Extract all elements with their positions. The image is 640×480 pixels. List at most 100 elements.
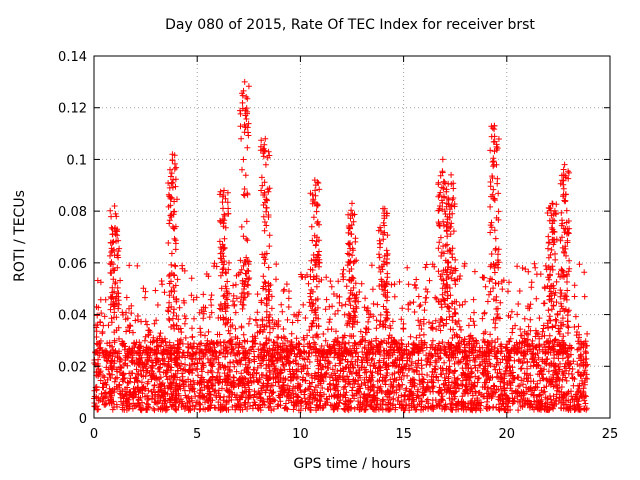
data-point xyxy=(95,356,102,363)
data-point xyxy=(513,389,519,396)
data-point xyxy=(443,365,450,372)
data-point xyxy=(413,406,420,413)
data-point xyxy=(245,261,252,268)
data-point xyxy=(384,370,391,376)
data-point xyxy=(114,264,121,271)
data-point xyxy=(357,385,364,392)
data-point xyxy=(138,379,145,386)
data-point xyxy=(546,272,553,279)
data-point xyxy=(430,388,437,395)
data-point xyxy=(337,374,344,381)
data-point xyxy=(227,382,234,389)
data-point xyxy=(274,349,281,356)
data-point xyxy=(209,373,216,380)
data-point xyxy=(399,305,406,312)
data-point xyxy=(244,190,251,197)
data-point xyxy=(450,350,457,357)
data-point xyxy=(99,349,106,356)
data-point xyxy=(536,400,543,407)
data-point xyxy=(506,348,513,355)
data-point xyxy=(376,264,383,271)
data-point xyxy=(484,376,491,383)
data-point xyxy=(371,362,378,369)
data-point xyxy=(480,330,487,337)
data-point xyxy=(221,363,228,370)
data-point xyxy=(326,319,333,326)
data-point xyxy=(110,238,117,245)
data-point xyxy=(395,369,402,376)
data-point xyxy=(304,400,311,407)
data-point xyxy=(437,371,444,378)
data-point xyxy=(352,298,358,305)
data-point xyxy=(123,294,130,301)
data-point xyxy=(314,296,321,302)
data-point xyxy=(182,403,189,410)
data-point xyxy=(337,360,344,367)
data-point xyxy=(448,342,455,349)
data-point xyxy=(459,382,466,389)
data-point xyxy=(258,385,264,392)
data-point xyxy=(348,207,355,214)
data-point xyxy=(174,382,181,389)
data-point xyxy=(291,402,298,409)
data-point xyxy=(172,282,179,289)
data-point xyxy=(257,407,264,414)
data-point xyxy=(500,379,507,386)
data-point xyxy=(169,179,176,186)
data-point xyxy=(528,284,535,291)
data-point xyxy=(465,322,472,329)
data-point xyxy=(135,316,141,323)
data-point xyxy=(370,392,377,399)
data-point xyxy=(436,355,442,362)
data-point xyxy=(209,349,216,355)
data-point xyxy=(200,376,207,383)
data-point xyxy=(142,294,148,301)
data-point xyxy=(446,357,453,364)
data-point xyxy=(484,298,491,305)
data-point xyxy=(184,349,191,356)
data-point xyxy=(444,233,451,240)
data-point xyxy=(515,407,522,414)
data-point xyxy=(383,247,390,254)
data-point xyxy=(432,294,439,301)
data-point xyxy=(555,366,562,373)
data-point xyxy=(376,357,383,364)
data-point xyxy=(533,295,540,302)
data-point xyxy=(573,391,580,398)
data-point xyxy=(107,239,114,246)
data-point xyxy=(122,343,129,350)
data-point xyxy=(443,405,449,412)
data-point xyxy=(230,282,237,289)
data-point xyxy=(242,124,249,131)
data-point xyxy=(544,404,551,411)
data-point xyxy=(450,195,457,201)
data-point xyxy=(116,382,123,389)
data-point xyxy=(175,316,182,323)
data-point xyxy=(284,316,291,323)
data-point xyxy=(360,399,367,406)
data-point xyxy=(421,340,428,346)
data-point xyxy=(263,250,270,257)
data-point xyxy=(315,237,322,244)
data-point xyxy=(448,264,455,271)
data-point xyxy=(443,203,450,210)
data-point xyxy=(452,256,459,263)
data-point xyxy=(359,359,366,366)
data-point xyxy=(167,212,174,219)
data-point xyxy=(396,356,403,363)
data-point xyxy=(429,383,436,390)
data-point xyxy=(121,406,128,413)
data-point xyxy=(217,188,224,195)
data-point xyxy=(500,277,507,284)
data-point xyxy=(346,295,353,302)
data-point xyxy=(465,365,472,371)
data-point xyxy=(572,313,579,320)
data-point xyxy=(493,355,500,362)
data-point xyxy=(472,347,479,354)
data-point xyxy=(456,334,463,341)
data-point xyxy=(238,370,245,377)
data-point xyxy=(221,211,228,218)
data-point xyxy=(244,365,251,372)
data-point xyxy=(99,398,106,405)
data-point xyxy=(109,343,115,350)
